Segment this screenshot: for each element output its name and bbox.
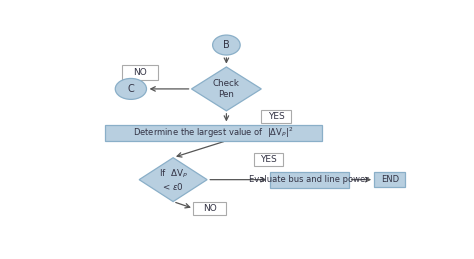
Text: Evaluate bus and line power: Evaluate bus and line power	[249, 175, 369, 184]
Text: Check
Pen: Check Pen	[213, 79, 240, 99]
Text: If  $\Delta$V$_P$
< $\varepsilon$0: If $\Delta$V$_P$ < $\varepsilon$0	[159, 167, 188, 192]
Text: C: C	[128, 84, 134, 94]
FancyBboxPatch shape	[105, 125, 322, 141]
Text: YES: YES	[260, 155, 277, 164]
FancyBboxPatch shape	[374, 172, 405, 187]
FancyBboxPatch shape	[254, 153, 283, 166]
FancyBboxPatch shape	[270, 172, 348, 188]
Text: END: END	[381, 175, 399, 184]
Text: B: B	[223, 40, 230, 50]
Polygon shape	[139, 158, 207, 202]
Text: NO: NO	[203, 204, 217, 213]
FancyBboxPatch shape	[261, 110, 291, 123]
Polygon shape	[191, 67, 261, 111]
Ellipse shape	[213, 35, 240, 55]
Text: YES: YES	[268, 112, 284, 121]
FancyBboxPatch shape	[122, 66, 158, 81]
FancyBboxPatch shape	[193, 202, 227, 215]
Ellipse shape	[115, 78, 146, 99]
Text: NO: NO	[133, 68, 147, 77]
Text: Determine the largest value of  |$\Delta$V$_P$|$^2$: Determine the largest value of |$\Delta$…	[133, 126, 294, 140]
